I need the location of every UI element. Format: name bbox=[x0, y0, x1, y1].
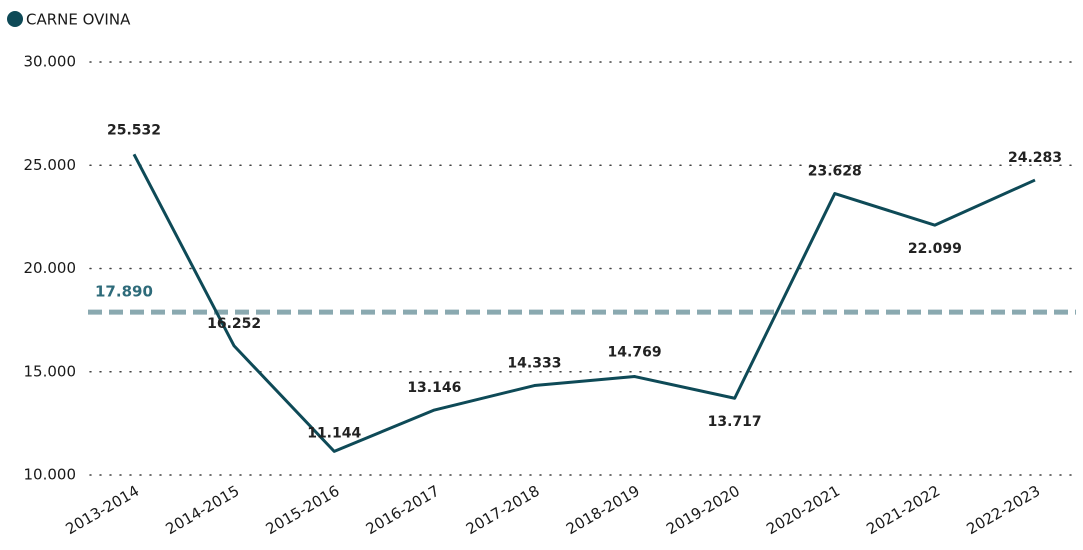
x-tick-label: 2021-2022 bbox=[863, 482, 943, 538]
x-tick-label: 2020-2021 bbox=[763, 482, 843, 538]
y-tick-label: 10.000 bbox=[24, 466, 77, 484]
data-label: 13.146 bbox=[407, 380, 461, 396]
data-label: 25.532 bbox=[107, 122, 161, 138]
y-tick-label: 15.000 bbox=[24, 362, 77, 380]
data-label: 22.099 bbox=[908, 241, 962, 257]
data-label: 13.717 bbox=[708, 414, 762, 430]
data-label: 24.283 bbox=[1008, 150, 1062, 166]
x-tick-label: 2019-2020 bbox=[663, 482, 743, 538]
average-label: 17.890 bbox=[95, 283, 153, 301]
data-label: 16.252 bbox=[207, 316, 261, 332]
data-label: 14.769 bbox=[608, 345, 662, 361]
x-tick-label: 2018-2019 bbox=[563, 482, 643, 538]
data-label: 14.333 bbox=[507, 356, 561, 372]
y-tick-label: 30.000 bbox=[24, 53, 77, 71]
legend-label: CARNE OVINA bbox=[26, 11, 131, 29]
data-label: 11.144 bbox=[307, 425, 361, 441]
x-tick-label: 2016-2017 bbox=[363, 482, 443, 538]
x-tick-label: 2017-2018 bbox=[463, 482, 543, 538]
x-tick-label: 2013-2014 bbox=[62, 482, 142, 538]
x-tick-label: 2022-2023 bbox=[963, 482, 1043, 538]
data-label: 23.628 bbox=[808, 164, 862, 180]
x-tick-label: 2014-2015 bbox=[163, 482, 243, 538]
x-tick-label: 2015-2016 bbox=[263, 482, 343, 538]
series-line bbox=[132, 153, 1036, 453]
legend-marker bbox=[7, 11, 23, 27]
y-tick-label: 20.000 bbox=[24, 259, 77, 277]
y-tick-label: 25.000 bbox=[24, 156, 77, 174]
